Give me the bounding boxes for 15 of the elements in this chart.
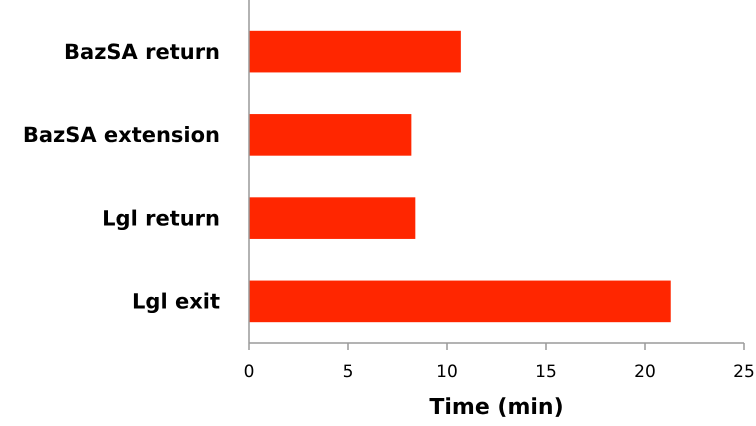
y-tick-label: BazSA return — [64, 40, 220, 64]
bar — [249, 30, 461, 72]
x-tick-label: 20 — [634, 362, 656, 382]
y-tick-label: BazSA extension — [22, 123, 220, 148]
x-tick-label: 25 — [733, 362, 755, 382]
x-axis-title: Time (min) — [429, 395, 564, 420]
bar — [249, 114, 412, 156]
bar — [249, 280, 671, 322]
x-tick-label: 15 — [535, 362, 557, 382]
x-tick-label: 0 — [244, 362, 254, 382]
y-tick-label: Lgl return — [102, 206, 220, 230]
y-tick-label: Lgl exit — [132, 290, 220, 314]
bar — [249, 197, 416, 239]
x-tick-label: 5 — [342, 362, 354, 382]
x-tick-label: 10 — [436, 362, 458, 382]
